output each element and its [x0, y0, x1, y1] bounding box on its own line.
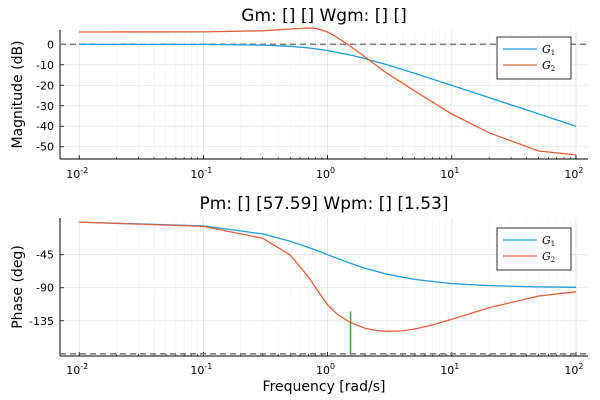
x-tick-label: 10-1 — [190, 166, 212, 181]
x-tick-label: 101 — [440, 166, 459, 181]
y-tick-label: -40 — [36, 120, 54, 133]
y-tick-label: -20 — [36, 79, 54, 92]
y-tick-label: -135 — [29, 315, 54, 328]
x-axis-label: Frequency [rad/s] — [263, 379, 386, 395]
y-tick-label: -90 — [36, 282, 54, 295]
y-tick-label: -10 — [36, 59, 54, 72]
magnitude-panel: 10-2 10-1 100 101 102 0 -10 -20 -30 -40 -50 Gm: [] … — [10, 6, 588, 181]
x-tick-label: 102 — [564, 362, 583, 377]
series-line-g1 — [79, 221, 577, 288]
y-tick-label: -30 — [36, 100, 54, 113]
x-tick-label: 100 — [316, 362, 335, 377]
legend-box — [496, 36, 572, 80]
x-tick-label: 10-2 — [66, 362, 88, 377]
y-tick-label: 0 — [47, 38, 54, 51]
legend-box — [496, 227, 572, 271]
x-tick-label: 102 — [564, 166, 583, 181]
chart-title: Gm: [] [] Wgm: [] [] — [241, 6, 406, 26]
y-axis-label: Magnitude (dB) — [10, 40, 26, 148]
x-tick-label: 100 — [316, 166, 335, 181]
x-tick-label: 101 — [440, 362, 459, 377]
x-tick-label: 10-2 — [66, 166, 88, 181]
series-line-g2 — [79, 221, 577, 332]
chart-title: Pm: [] [57.59] Wpm: [] [1.53] — [199, 194, 448, 214]
series-line-g1 — [79, 43, 577, 127]
phase-panel: 10-2 10-1 100 101 102 -45 -90 -135 Pm: [] [57.59… — [10, 194, 588, 395]
y-tick-label: -45 — [36, 249, 54, 262]
y-tick-label: -50 — [36, 141, 54, 154]
x-tick-label: 10-1 — [190, 362, 212, 377]
y-axis-label: Phase (deg) — [10, 245, 26, 329]
series-line-g2 — [79, 27, 577, 156]
